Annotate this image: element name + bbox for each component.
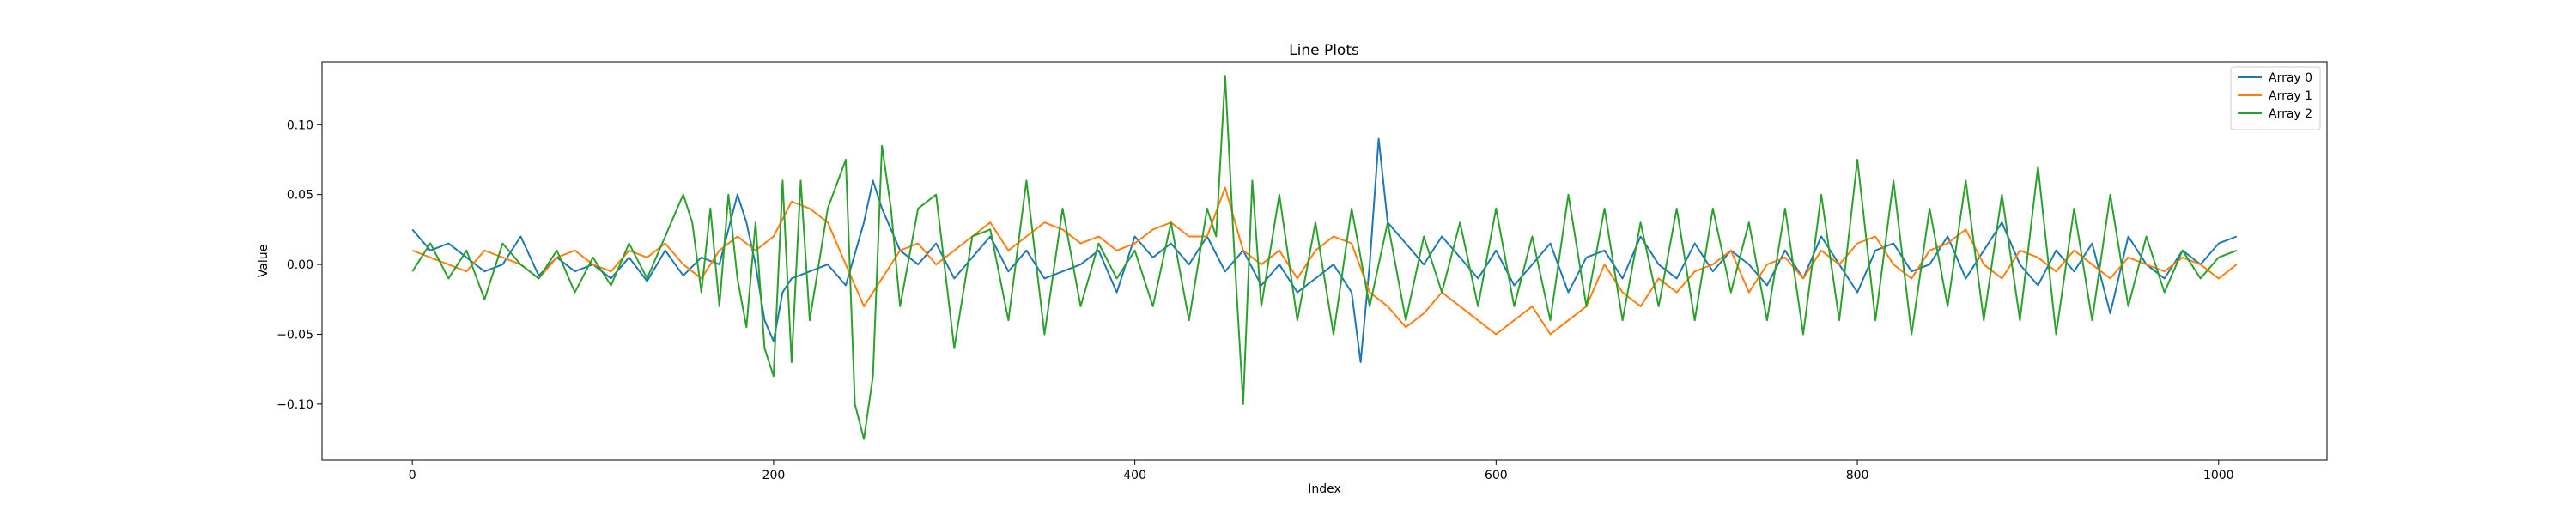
y-axis-label: Value — [257, 245, 270, 277]
plot-frame — [321, 61, 2328, 461]
x-tick-label: 1000 — [2203, 469, 2234, 482]
y-tick-label: −0.05 — [276, 328, 313, 342]
x-tick-label: 800 — [1846, 469, 1869, 482]
y-tick-label: 0.05 — [287, 189, 313, 203]
legend-label: Array 1 — [2269, 89, 2312, 103]
legend-label: Array 0 — [2269, 71, 2312, 85]
legend-label: Array 2 — [2269, 107, 2312, 121]
x-tick-label: 600 — [1485, 469, 1508, 482]
chart-title: Line Plots — [1289, 42, 1359, 59]
legend: Array 0 Array 1 Array 2 — [2230, 66, 2321, 130]
series-line-array-0 — [411, 137, 2238, 363]
y-tick-label: −0.10 — [276, 398, 313, 412]
x-tick-label: 200 — [762, 469, 786, 482]
y-tick-label: 0.10 — [287, 118, 313, 132]
x-axis-label: Index — [1308, 482, 1341, 496]
series-line-array-1 — [411, 186, 2238, 336]
x-tick-label: 400 — [1123, 469, 1146, 482]
series-group — [411, 75, 2238, 440]
y-tick-label: 0.00 — [287, 258, 313, 272]
x-axis: 0 200 400 600 800 1000 — [409, 460, 2234, 482]
x-tick-label: 0 — [409, 469, 416, 482]
series-line-array-2 — [411, 75, 2238, 440]
y-axis: −0.10 −0.05 0.00 0.05 0.10 — [276, 118, 322, 412]
